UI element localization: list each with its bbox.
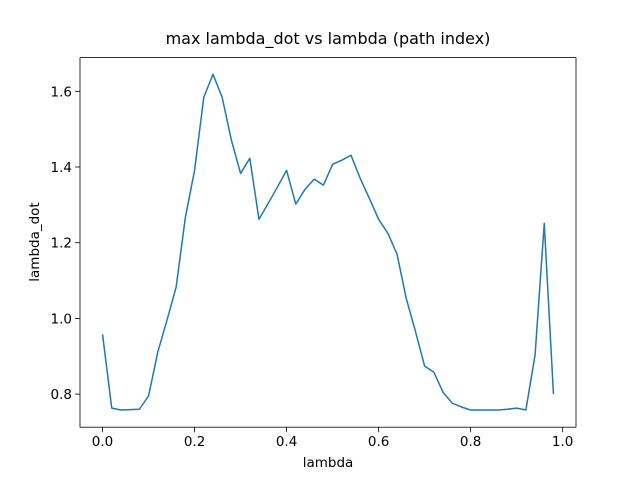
data-line [101, 73, 555, 411]
y-tick-label: 0.8 [51, 387, 72, 403]
y-tick-label: 1.0 [51, 311, 72, 327]
y-tick-label: 1.4 [51, 160, 72, 176]
x-tick-label: 0.0 [92, 434, 113, 450]
plot-frame [79, 57, 577, 428]
x-tick-label: 0.2 [184, 434, 205, 450]
x-tick-label: 0.6 [368, 434, 389, 450]
x-axis-label: lambda [303, 455, 354, 471]
y-axis-label: lambda_dot [27, 202, 43, 281]
x-tick-label: 0.8 [460, 434, 481, 450]
y-tick-label: 1.6 [51, 84, 72, 100]
x-tick-label: 1.0 [552, 434, 573, 450]
x-tick-label: 0.4 [276, 434, 297, 450]
chart-title: max lambda_dot vs lambda (path index) [166, 29, 491, 49]
y-tick-label: 1.2 [51, 236, 72, 252]
